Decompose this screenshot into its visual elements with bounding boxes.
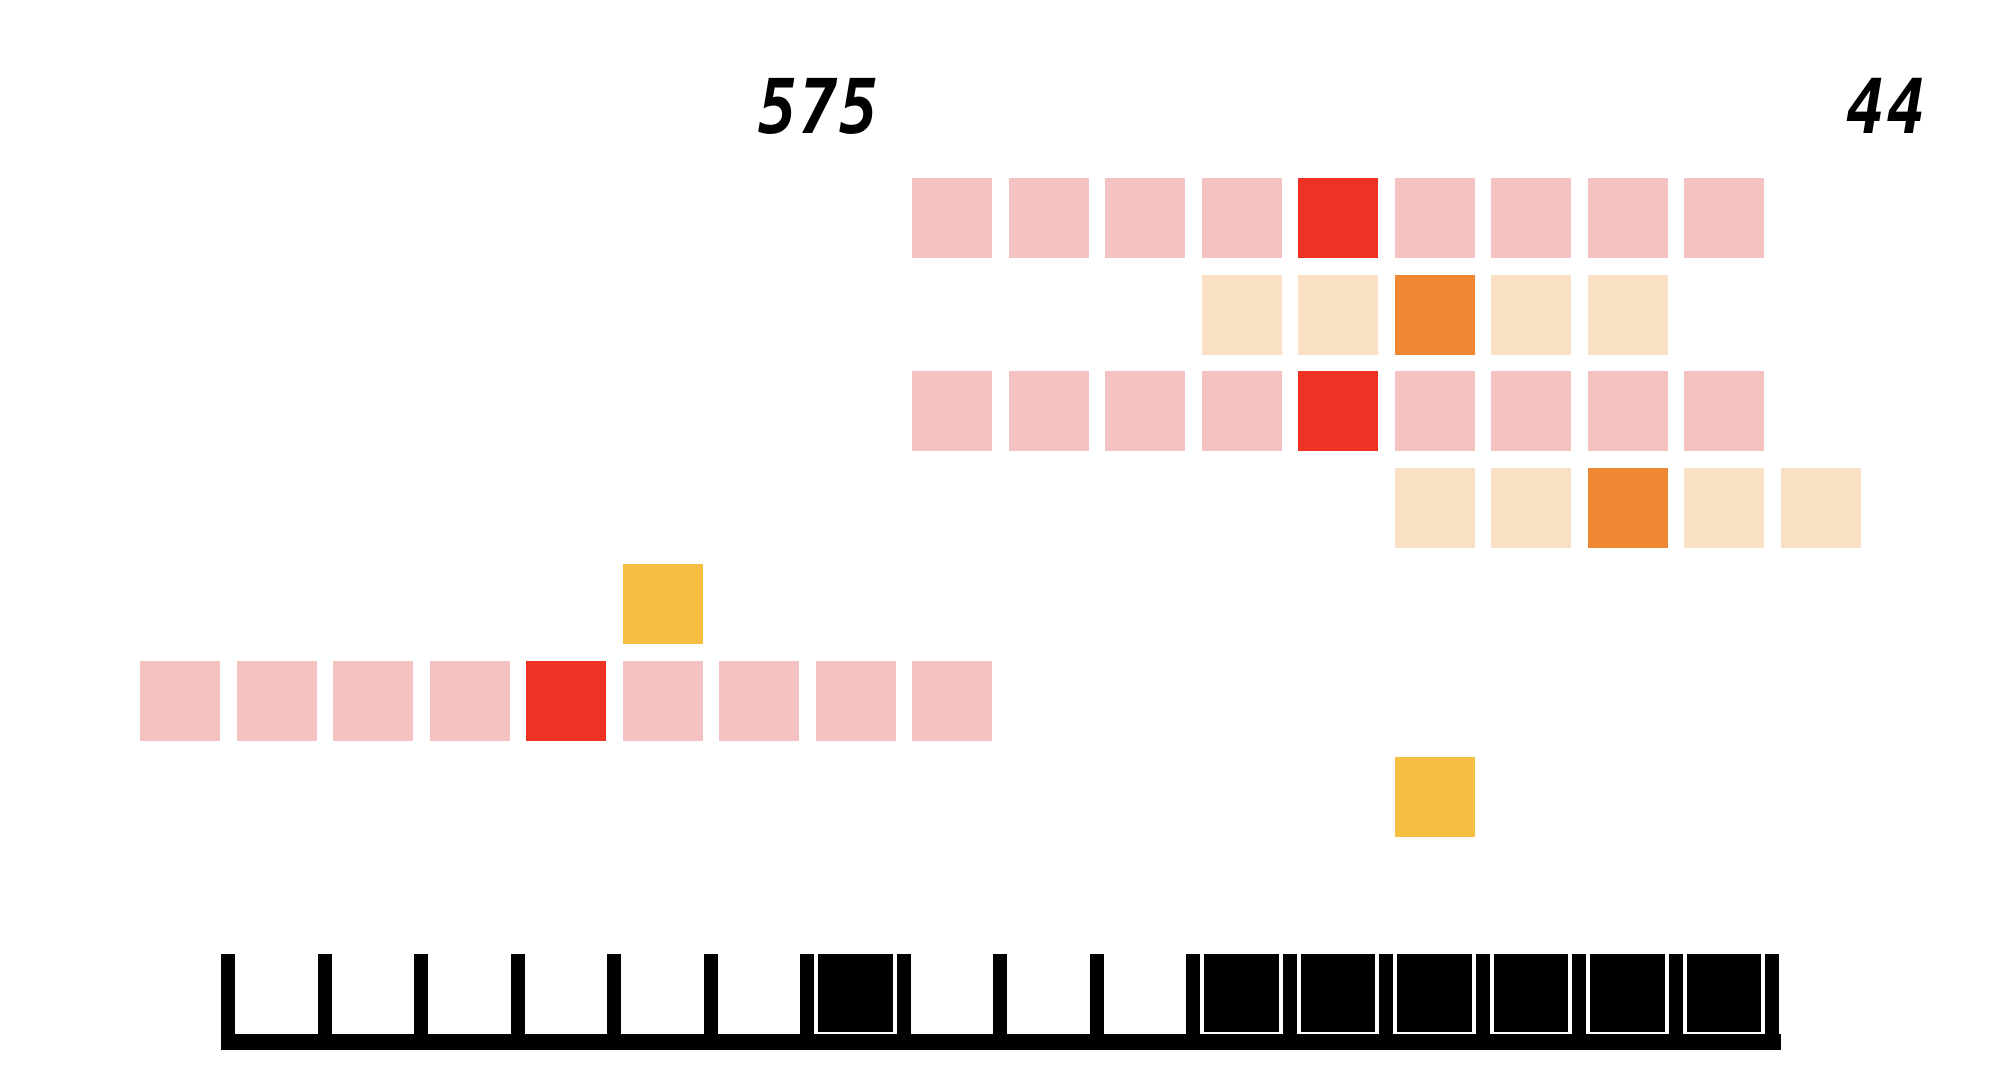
block xyxy=(1684,178,1764,258)
bar-divider xyxy=(703,954,718,1050)
block xyxy=(1298,274,1378,355)
block-highlight xyxy=(1394,757,1475,837)
block xyxy=(333,660,413,741)
bar-divider xyxy=(1379,954,1393,1050)
block xyxy=(912,660,992,741)
score-right: 44 xyxy=(1846,62,1928,151)
block-highlight xyxy=(1394,274,1475,355)
block xyxy=(815,660,896,741)
block xyxy=(1491,371,1571,451)
block xyxy=(622,660,703,741)
block xyxy=(1008,371,1089,451)
bar-divider xyxy=(1186,954,1200,1050)
block xyxy=(1201,178,1282,258)
block xyxy=(429,660,510,741)
bar-divider xyxy=(800,954,814,1050)
block xyxy=(1394,178,1475,258)
block xyxy=(1491,274,1571,355)
block xyxy=(1684,371,1764,451)
progress-bar xyxy=(221,954,1781,1050)
bar-divider xyxy=(1089,954,1104,1050)
block xyxy=(1394,467,1475,548)
block xyxy=(912,178,992,258)
block-highlight xyxy=(1298,178,1378,258)
bar-divider xyxy=(510,954,525,1050)
bar-divider xyxy=(607,954,621,1050)
bar-divider xyxy=(1572,954,1586,1050)
bar-divider xyxy=(221,954,235,1050)
score-left: 575 xyxy=(758,62,880,151)
block xyxy=(1491,467,1571,548)
block-highlight xyxy=(526,660,606,741)
block xyxy=(1201,274,1282,355)
block xyxy=(912,371,992,451)
block xyxy=(1105,371,1185,451)
block xyxy=(1780,467,1861,548)
bar-slot-filled xyxy=(1590,954,1665,1032)
bar-divider xyxy=(993,954,1007,1050)
block xyxy=(1008,178,1089,258)
block xyxy=(236,660,317,741)
bar-divider xyxy=(414,954,428,1050)
bar-divider xyxy=(1668,954,1683,1050)
block-highlight xyxy=(622,564,703,644)
block xyxy=(140,660,220,741)
bar-divider xyxy=(317,954,332,1050)
block xyxy=(1201,371,1282,451)
block xyxy=(1587,371,1668,451)
block xyxy=(1587,178,1668,258)
bar-divider xyxy=(1765,954,1779,1050)
bar-slot-filled xyxy=(1493,954,1568,1032)
block xyxy=(1587,274,1668,355)
bar-slot-filled xyxy=(1300,954,1375,1032)
bar-divider xyxy=(896,954,911,1050)
bar-slot-filled xyxy=(1204,954,1279,1032)
block xyxy=(719,660,799,741)
block xyxy=(1684,467,1764,548)
block xyxy=(1105,178,1185,258)
bar-divider xyxy=(1475,954,1490,1050)
block xyxy=(1491,178,1571,258)
bar-divider xyxy=(1282,954,1297,1050)
bar-slot-filled xyxy=(818,954,893,1032)
bar-slot-filled xyxy=(1686,954,1761,1032)
block-highlight xyxy=(1587,467,1668,548)
block xyxy=(1394,371,1475,451)
bar-slot-filled xyxy=(1397,954,1472,1032)
block-highlight xyxy=(1298,371,1378,451)
